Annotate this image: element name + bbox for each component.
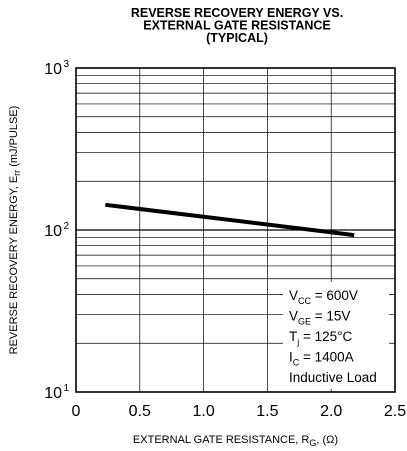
x-axis-label: EXTERNAL GATE RESISTANCE, RG, (Ω) (133, 434, 338, 448)
y-tick-label: 102 (44, 221, 69, 240)
plot-frame (75, 67, 396, 393)
condition-line: Inductive Load (289, 370, 377, 385)
conditions-legend-background (283, 282, 389, 389)
condition-line: VGE = 15V (289, 309, 350, 327)
condition-line: Tj = 125°C (289, 329, 353, 347)
x-tick-label: 2.5 (384, 403, 406, 420)
condition-line: IC = 1400A (289, 350, 354, 368)
chart-title: REVERSE RECOVERY ENERGY VS.EXTERNAL GATE… (131, 6, 343, 45)
x-tick-label: 1.0 (192, 403, 214, 420)
series-line (105, 202, 355, 238)
chart-title-line: REVERSE RECOVERY ENERGY VS. (131, 6, 343, 20)
condition-line: VCC = 600V (289, 288, 358, 306)
x-tick-label: 2.0 (320, 403, 342, 420)
x-tick-label: 1.5 (256, 403, 278, 420)
chart-title-line: EXTERNAL GATE RESISTANCE (143, 19, 331, 33)
conditions-legend: VCC = 600V VGE = 15V Tj = 125°C IC = 1400A I… (283, 282, 389, 389)
y-axis-label: REVERSE RECOVERY ENERGY, Err (mJ/PULSE) (8, 106, 22, 355)
x-tick-labels: 0 0.5 1.0 1.5 2.0 2.5 (72, 403, 407, 420)
series (105, 202, 355, 238)
y-tick-labels: 101 102 103 (44, 59, 69, 402)
chart-title-line: (TYPICAL) (206, 31, 268, 45)
grid (76, 68, 395, 392)
x-tick-label: 0 (72, 403, 81, 420)
y-tick-label: 101 (44, 383, 69, 402)
x-tick-label: 0.5 (129, 403, 151, 420)
y-tick-label: 103 (44, 59, 69, 78)
